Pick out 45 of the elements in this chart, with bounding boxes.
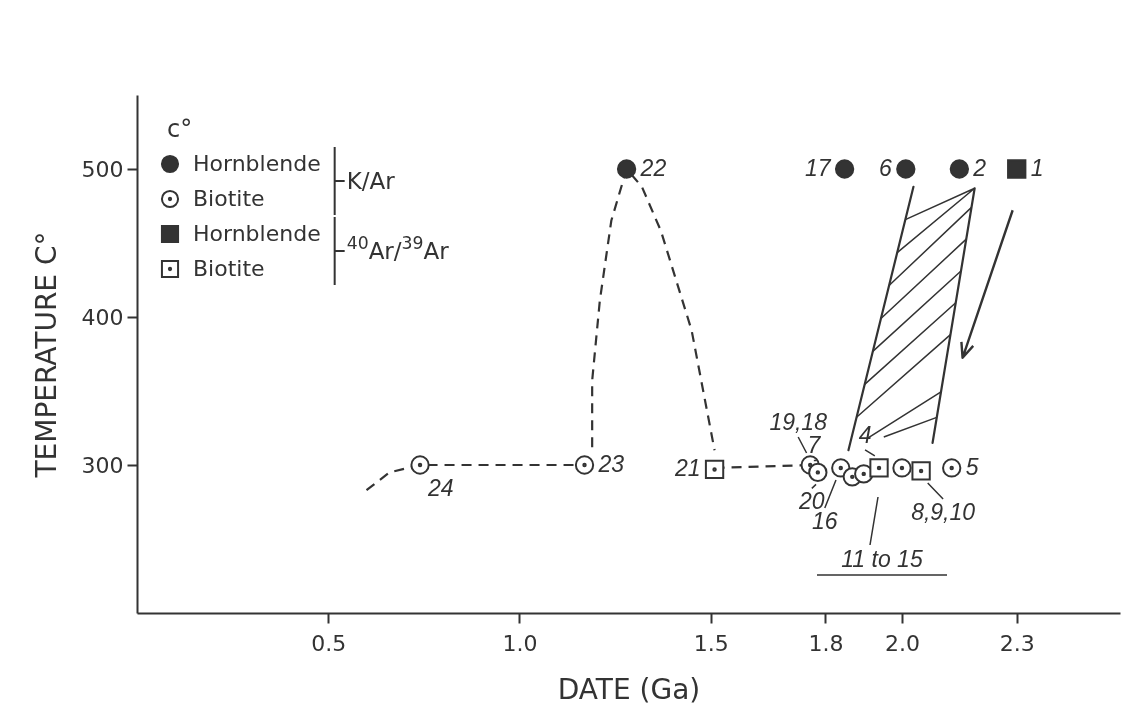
y-tick-label: 400 xyxy=(81,304,124,330)
x-tick-label: 2.3 xyxy=(999,630,1035,656)
legend-label: Biotite xyxy=(193,256,265,281)
point xyxy=(911,461,931,481)
point xyxy=(942,458,962,478)
point xyxy=(949,159,970,179)
point xyxy=(896,159,916,179)
annotation: 24 xyxy=(427,475,454,501)
annotation: 17 xyxy=(805,155,832,181)
annotation: 11 to 15 xyxy=(841,546,923,572)
x-axis-title: DATE (Ga) xyxy=(557,672,701,706)
point xyxy=(616,159,637,179)
annotation: 22 xyxy=(639,155,667,181)
annotation: $^{40}$Ar/$^{39}$Ar xyxy=(346,233,450,264)
point xyxy=(892,458,912,478)
annotation: c° xyxy=(167,115,193,143)
annotation: 5 xyxy=(965,453,979,480)
x-tick-label: 1.5 xyxy=(693,630,729,656)
legend-label: Biotite xyxy=(193,186,265,211)
annotation: 2 xyxy=(972,155,987,181)
x-tick-label: 2.0 xyxy=(884,630,920,656)
x-tick-label: 1.0 xyxy=(502,630,538,656)
point xyxy=(410,455,430,475)
annotation: 23 xyxy=(597,451,625,477)
annotation: 1 xyxy=(1030,155,1044,181)
point xyxy=(574,455,595,475)
point xyxy=(704,459,725,480)
y-axis-title: TEMPERATURE C° xyxy=(29,231,63,479)
annotation: 8,9,10 xyxy=(911,498,976,525)
annotation: K/Ar xyxy=(346,168,396,194)
point xyxy=(1007,159,1027,179)
point xyxy=(834,159,855,179)
y-tick-label: 300 xyxy=(81,452,124,478)
point xyxy=(808,462,828,483)
x-tick-label: 1.8 xyxy=(808,630,844,656)
x-tick-label: 0.5 xyxy=(311,630,347,656)
annotation: 19,18 xyxy=(769,409,828,435)
annotation: 6 xyxy=(879,155,893,181)
point xyxy=(869,458,889,478)
legend-label: Hornblende xyxy=(193,221,321,246)
y-tick-label: 500 xyxy=(81,156,124,182)
annotation: 21 xyxy=(673,455,701,482)
legend-label: Hornblende xyxy=(193,151,321,176)
annotation: 7 xyxy=(807,432,822,459)
annotation: 4 xyxy=(858,421,872,448)
